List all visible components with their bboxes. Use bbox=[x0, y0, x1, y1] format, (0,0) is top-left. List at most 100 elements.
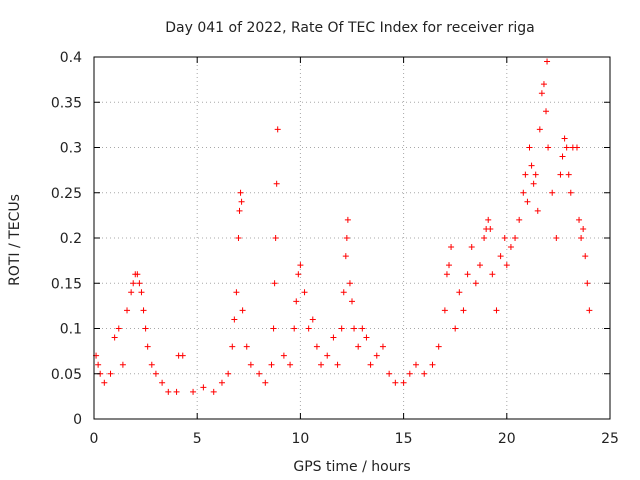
data-point bbox=[386, 370, 393, 377]
data-point bbox=[464, 271, 471, 278]
x-tick-label: 5 bbox=[193, 431, 202, 447]
data-point bbox=[136, 280, 143, 287]
data-point bbox=[159, 379, 166, 386]
data-point bbox=[134, 271, 141, 278]
data-point bbox=[273, 180, 280, 187]
data-point bbox=[538, 90, 545, 97]
data-point bbox=[142, 325, 149, 332]
y-tick-label: 0.35 bbox=[51, 95, 82, 111]
y-tick-label: 0.4 bbox=[60, 50, 82, 66]
data-point bbox=[565, 171, 572, 178]
data-point bbox=[291, 325, 298, 332]
data-point bbox=[584, 280, 591, 287]
data-point bbox=[567, 189, 574, 196]
data-point bbox=[355, 343, 362, 350]
data-point bbox=[460, 307, 467, 314]
data-point bbox=[239, 307, 246, 314]
data-point bbox=[272, 235, 279, 241]
data-point bbox=[343, 235, 350, 241]
data-point bbox=[130, 280, 137, 287]
data-point bbox=[346, 280, 353, 287]
data-point bbox=[235, 235, 242, 241]
data-point bbox=[107, 370, 114, 377]
data-point bbox=[351, 325, 358, 332]
data-point bbox=[256, 370, 263, 377]
data-point bbox=[530, 180, 537, 187]
y-tick-label: 0.3 bbox=[60, 141, 82, 157]
data-point bbox=[536, 126, 543, 133]
data-point bbox=[305, 325, 312, 332]
data-point bbox=[528, 162, 535, 169]
data-point bbox=[128, 289, 135, 296]
y-tick-label: 0.15 bbox=[51, 276, 82, 292]
data-point bbox=[301, 289, 308, 296]
y-tick-label: 0.25 bbox=[51, 186, 82, 202]
data-point bbox=[313, 343, 320, 350]
data-point bbox=[456, 289, 463, 296]
data-point bbox=[295, 271, 302, 278]
plot-frame bbox=[93, 56, 611, 420]
data-point bbox=[111, 334, 118, 341]
data-point bbox=[476, 262, 483, 269]
data-point bbox=[318, 361, 325, 368]
data-point bbox=[173, 388, 180, 395]
data-point bbox=[231, 316, 238, 323]
data-point bbox=[363, 334, 370, 341]
data-point bbox=[225, 370, 232, 377]
data-point bbox=[287, 361, 294, 368]
data-point bbox=[200, 384, 207, 391]
data-point bbox=[545, 144, 552, 151]
data-point bbox=[501, 235, 508, 241]
data-point bbox=[443, 271, 450, 278]
data-point bbox=[119, 361, 126, 368]
data-point bbox=[573, 144, 580, 151]
data-point bbox=[485, 216, 492, 223]
data-point bbox=[557, 171, 564, 178]
data-point bbox=[524, 198, 531, 205]
x-tick-labels: 0 5 10 15 20 25 bbox=[90, 431, 619, 447]
data-point bbox=[297, 262, 304, 269]
data-point bbox=[179, 352, 186, 359]
data-point bbox=[544, 58, 551, 65]
data-point bbox=[472, 280, 479, 287]
y-tick-label: 0.05 bbox=[51, 367, 82, 383]
data-point bbox=[553, 235, 560, 241]
data-point bbox=[487, 225, 494, 232]
data-point bbox=[526, 144, 533, 151]
data-point bbox=[262, 379, 269, 386]
data-point bbox=[148, 361, 155, 368]
data-point bbox=[373, 352, 380, 359]
data-point bbox=[238, 198, 245, 205]
x-tick-label: 20 bbox=[498, 431, 516, 447]
data-point bbox=[493, 307, 500, 314]
data-point bbox=[140, 307, 147, 314]
data-point bbox=[481, 235, 488, 241]
data-point bbox=[271, 280, 278, 287]
data-point bbox=[379, 343, 386, 350]
data-point bbox=[549, 189, 556, 196]
axis-ticks bbox=[93, 56, 611, 420]
data-point bbox=[468, 244, 475, 251]
data-point bbox=[144, 343, 151, 350]
data-point bbox=[359, 325, 366, 332]
data-point bbox=[236, 207, 243, 214]
data-point bbox=[435, 343, 442, 350]
data-point bbox=[115, 325, 122, 332]
data-point bbox=[452, 325, 459, 332]
data-point bbox=[540, 81, 547, 88]
data-point bbox=[349, 298, 355, 305]
data-point bbox=[534, 207, 541, 214]
chart-title: Day 041 of 2022, Rate Of TEC Index for r… bbox=[165, 20, 534, 36]
data-point bbox=[210, 388, 217, 395]
data-point bbox=[340, 289, 347, 296]
y-tick-label: 0 bbox=[73, 412, 82, 428]
data-point bbox=[578, 235, 585, 241]
data-point bbox=[293, 298, 300, 305]
data-point bbox=[152, 370, 159, 377]
data-point bbox=[406, 370, 413, 377]
data-point bbox=[324, 352, 331, 359]
x-tick-label: 0 bbox=[90, 431, 99, 447]
data-point bbox=[512, 235, 519, 241]
data-point bbox=[421, 370, 428, 377]
y-tick-label: 0.2 bbox=[60, 231, 82, 247]
